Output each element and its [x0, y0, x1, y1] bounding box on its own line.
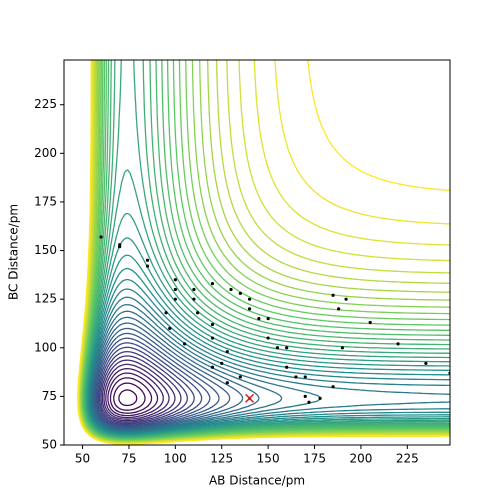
x-tick-label: 150	[257, 452, 280, 466]
trajectory-point	[168, 326, 172, 330]
contour-line	[84, 60, 450, 439]
trajectory-point	[145, 264, 150, 268]
y-tick-label: 225	[34, 97, 57, 111]
trajectory-point	[331, 293, 335, 297]
contour-line	[98, 350, 189, 424]
x-tick-label: 100	[164, 452, 187, 466]
contour-line	[88, 288, 450, 434]
contour-line	[107, 372, 159, 417]
trajectory-point	[307, 400, 311, 404]
trajectory-point	[340, 346, 344, 350]
contour-line	[118, 389, 138, 407]
trajectory-point	[225, 350, 229, 354]
contours	[77, 60, 450, 445]
trajectory-point	[424, 361, 428, 365]
trajectory-point	[118, 245, 122, 249]
contour-line	[91, 310, 283, 432]
contour-line	[105, 367, 164, 419]
contour-line	[81, 60, 450, 441]
trajectory-point	[210, 336, 215, 340]
contour-line	[86, 237, 450, 436]
trajectory-point	[285, 365, 289, 369]
contour-line	[84, 60, 450, 438]
trajectory-point	[183, 342, 187, 346]
trajectory-point	[225, 381, 229, 385]
trajectory-point	[337, 307, 341, 311]
contour-line	[85, 212, 450, 437]
marks	[99, 235, 450, 404]
contour-line	[91, 316, 260, 431]
contour-line	[103, 363, 170, 420]
contour-line	[101, 359, 176, 422]
x-axis-label: AB Distance/pm	[209, 474, 305, 488]
trajectory-point	[192, 287, 196, 292]
trajectory-point	[210, 365, 215, 369]
trajectory-point	[396, 342, 400, 346]
trajectory-point	[173, 297, 177, 301]
trajectory-point	[238, 291, 242, 295]
trajectory-point	[257, 317, 261, 321]
x-tick-label: 175	[303, 452, 326, 466]
trajectory-point	[294, 375, 298, 379]
trajectory-point	[266, 336, 270, 340]
trajectory-point	[229, 287, 233, 292]
trajectory-point	[145, 258, 150, 262]
trajectory-point	[192, 297, 196, 301]
contour-line	[93, 327, 231, 429]
y-tick-label: 150	[34, 243, 57, 257]
y-tick-label: 125	[34, 292, 57, 306]
trajectory-point	[303, 375, 307, 379]
x-tick-label: 125	[210, 452, 233, 466]
trajectory-point	[210, 282, 215, 286]
contour-line	[90, 303, 322, 433]
trajectory-point	[266, 317, 270, 321]
contour-line	[94, 332, 220, 429]
contour-line	[88, 278, 450, 435]
contour-line	[97, 346, 195, 426]
contour-line	[87, 267, 450, 435]
trajectory-point	[247, 297, 252, 301]
plot-frame	[63, 59, 451, 446]
trajectory-point	[173, 278, 177, 282]
trajectory-point	[220, 361, 224, 365]
contour-line	[96, 342, 203, 427]
contour-line	[113, 382, 146, 411]
trajectory-point	[210, 322, 215, 327]
trajectory-point	[318, 396, 322, 400]
x-tick-label: 200	[349, 452, 372, 466]
contour-line	[92, 322, 244, 430]
y-tick-label: 200	[34, 146, 57, 160]
x-tick-label: 75	[121, 452, 136, 466]
start-marker	[245, 393, 255, 403]
y-axis-label: BC Distance/pm	[7, 204, 21, 300]
trajectory-point	[99, 235, 103, 239]
y-tick-label: 100	[34, 340, 57, 354]
contour-line	[109, 377, 153, 414]
contour-line	[87, 254, 450, 436]
y-tick-label: 175	[34, 194, 57, 208]
contour-line	[85, 169, 450, 438]
trajectory-point	[331, 385, 335, 389]
trajectory-point	[368, 320, 372, 325]
trajectory-point	[275, 346, 280, 350]
trajectory-point	[196, 311, 200, 315]
trajectory-point	[303, 394, 307, 398]
contour-line	[95, 337, 211, 428]
trajectory-point	[173, 287, 177, 292]
contour-line	[77, 60, 450, 445]
contour-line	[89, 296, 450, 433]
x-tick-label: 50	[75, 452, 90, 466]
trajectory-point	[164, 311, 168, 315]
x-tick-label: 225	[396, 452, 419, 466]
trajectory-point	[238, 375, 242, 379]
y-tick-label: 50	[42, 438, 57, 452]
trajectory-point	[247, 307, 252, 311]
trajectory-point	[344, 297, 348, 301]
contour-line	[100, 355, 182, 423]
trajectory-point	[285, 346, 289, 350]
y-tick-label: 75	[42, 389, 57, 403]
